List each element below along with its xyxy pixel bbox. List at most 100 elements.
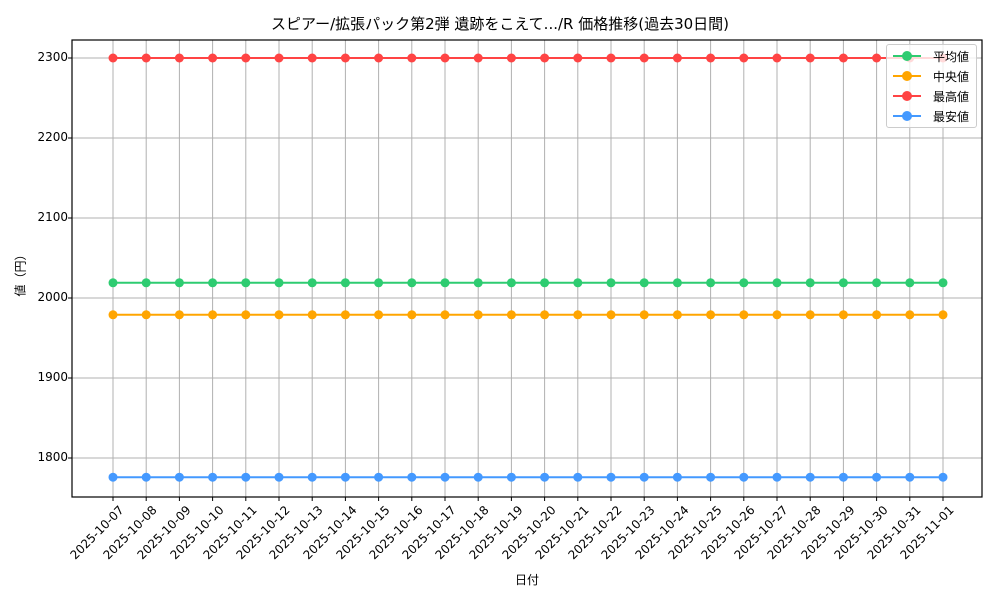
data-point [407, 53, 417, 63]
y-tick-label: 2300 [37, 50, 68, 64]
data-point [772, 278, 782, 288]
data-point [805, 53, 815, 63]
data-point [108, 472, 118, 482]
data-point [208, 472, 218, 482]
data-point [606, 53, 616, 63]
data-point [606, 310, 616, 320]
data-point [307, 310, 317, 320]
legend-label: 最安値 [933, 110, 970, 124]
data-point [540, 53, 550, 63]
data-point [374, 53, 384, 63]
data-point [141, 472, 151, 482]
data-point [739, 53, 749, 63]
data-point [672, 278, 682, 288]
data-point [208, 53, 218, 63]
y-axis-label: 値（円） [13, 248, 28, 297]
data-point [340, 53, 350, 63]
y-tick-label: 1800 [37, 450, 68, 464]
y-tick-label: 2200 [37, 130, 68, 144]
legend-item: 中央値 [893, 67, 977, 85]
data-point [340, 310, 350, 320]
data-point [772, 472, 782, 482]
data-point [208, 310, 218, 320]
data-point [274, 472, 284, 482]
y-tick-label: 1900 [37, 370, 68, 384]
data-point [241, 310, 251, 320]
data-point [573, 310, 583, 320]
data-point [739, 472, 749, 482]
data-point [905, 310, 915, 320]
data-point [540, 310, 550, 320]
data-point [838, 310, 848, 320]
data-point [872, 278, 882, 288]
data-point [838, 472, 848, 482]
data-point [141, 278, 151, 288]
legend-label: 最高値 [933, 90, 970, 104]
data-point [174, 472, 184, 482]
data-point [274, 310, 284, 320]
data-point [108, 310, 118, 320]
data-point [307, 278, 317, 288]
data-point [639, 278, 649, 288]
data-point [440, 310, 450, 320]
data-point [739, 310, 749, 320]
legend-marker-icon [902, 91, 912, 101]
data-point [938, 472, 948, 482]
x-axis-label: 日付 [514, 573, 539, 587]
data-point [473, 278, 483, 288]
data-point [374, 278, 384, 288]
data-point [241, 278, 251, 288]
data-point [241, 472, 251, 482]
data-point [174, 53, 184, 63]
data-point [340, 278, 350, 288]
data-point [440, 278, 450, 288]
data-point [573, 53, 583, 63]
data-point [340, 472, 350, 482]
data-point [407, 472, 417, 482]
data-point [274, 53, 284, 63]
data-point [473, 53, 483, 63]
data-point [938, 310, 948, 320]
data-point [473, 310, 483, 320]
legend-marker-icon [902, 51, 912, 61]
data-point [374, 472, 384, 482]
data-point [672, 53, 682, 63]
data-point [274, 278, 284, 288]
data-point [905, 472, 915, 482]
data-point [872, 53, 882, 63]
data-point [307, 472, 317, 482]
data-point [739, 278, 749, 288]
data-point [639, 310, 649, 320]
data-point [805, 472, 815, 482]
data-point [573, 472, 583, 482]
data-point [706, 278, 716, 288]
data-point [772, 53, 782, 63]
data-point [905, 278, 915, 288]
data-point [838, 53, 848, 63]
data-point [573, 278, 583, 288]
data-point [872, 472, 882, 482]
data-point [108, 278, 118, 288]
data-point [307, 53, 317, 63]
data-point [208, 278, 218, 288]
data-point [872, 310, 882, 320]
data-point [606, 278, 616, 288]
data-point [540, 472, 550, 482]
data-point [407, 278, 417, 288]
legend-label: 中央値 [933, 70, 970, 84]
chart-title: スピアー/拡張パック第2弾 遺跡をこえて.../R 価格推移(過去30日間) [270, 15, 730, 33]
axes-frame [71, 39, 983, 498]
data-point [938, 278, 948, 288]
data-point [506, 310, 516, 320]
data-point [407, 310, 417, 320]
data-point [506, 472, 516, 482]
data-point [374, 310, 384, 320]
data-point [706, 472, 716, 482]
data-point [672, 472, 682, 482]
data-point [174, 310, 184, 320]
y-tick-label: 2000 [37, 290, 68, 304]
data-point [772, 310, 782, 320]
y-tick-label: 2100 [37, 210, 68, 224]
data-point [540, 278, 550, 288]
